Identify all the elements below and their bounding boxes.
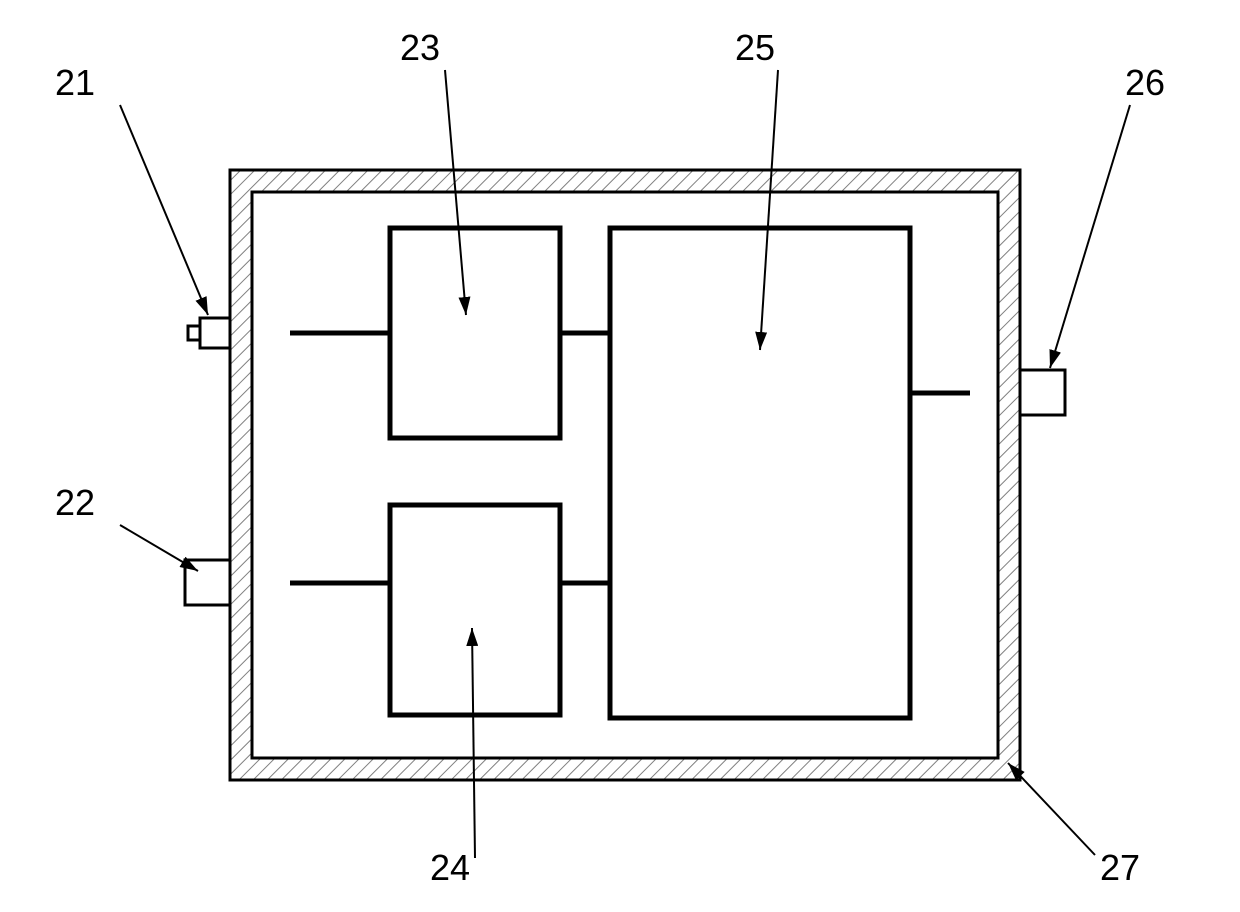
port-26 bbox=[1020, 370, 1065, 415]
block-25 bbox=[610, 228, 910, 718]
callout-23: 23 bbox=[400, 27, 440, 68]
leader-21 bbox=[120, 105, 208, 315]
callout-26: 26 bbox=[1125, 62, 1165, 103]
callout-25: 25 bbox=[735, 27, 775, 68]
callout-27: 27 bbox=[1100, 847, 1140, 888]
leader-27 bbox=[1008, 763, 1095, 855]
callout-22: 22 bbox=[55, 482, 95, 523]
block-23 bbox=[390, 228, 560, 438]
leader-26 bbox=[1050, 105, 1130, 368]
callout-24: 24 bbox=[430, 847, 470, 888]
leader-22 bbox=[120, 525, 198, 571]
callout-21: 21 bbox=[55, 62, 95, 103]
block-24 bbox=[390, 505, 560, 715]
diagram-canvas: 21 22 23 24 25 26 27 bbox=[0, 0, 1240, 912]
port-21 bbox=[188, 318, 230, 348]
